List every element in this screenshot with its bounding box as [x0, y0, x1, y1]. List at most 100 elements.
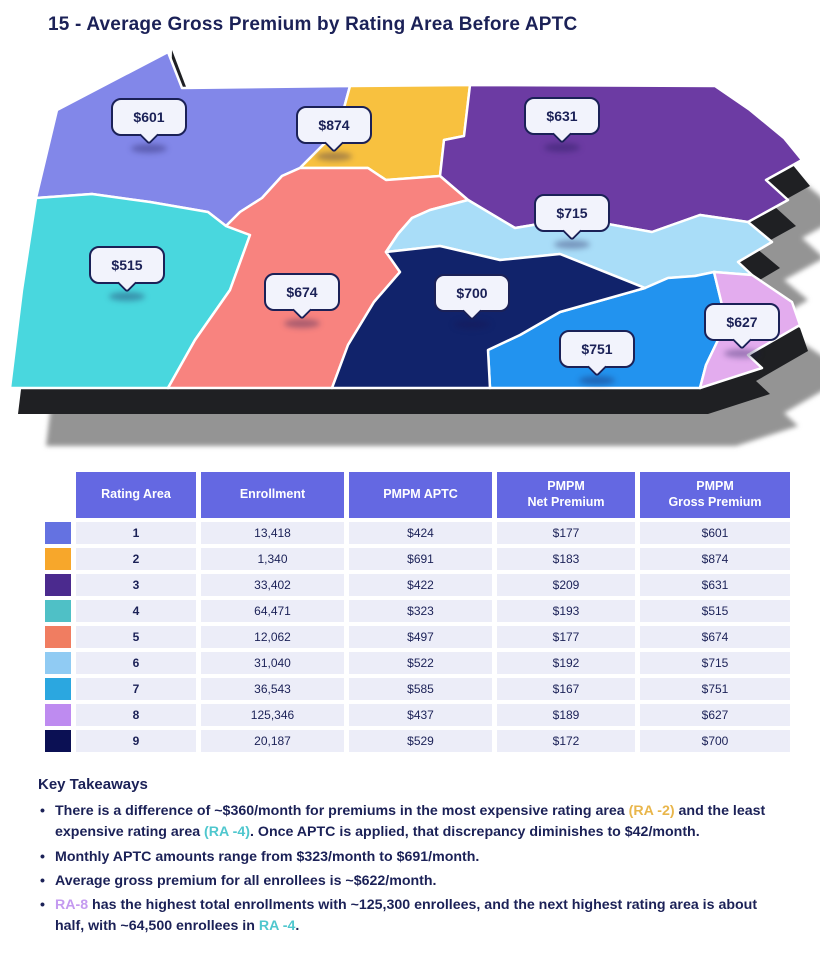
row-color-swatch: [45, 600, 71, 622]
takeaway-ra4-ref: RA -4: [258, 918, 296, 935]
cell-rating-area: 1: [76, 522, 196, 544]
cell-net-premium: $172: [497, 730, 635, 752]
takeaway-text: .: [295, 918, 300, 935]
header-gross-premium: PMPM Gross Premium: [640, 472, 790, 518]
takeaway-text: There is a difference of ~$360/month for…: [55, 803, 629, 819]
cell-rating-area: 8: [76, 704, 196, 726]
cell-gross-premium: $874: [640, 548, 790, 570]
cell-rating-area: 9: [76, 730, 196, 752]
callout-price: $631: [546, 108, 578, 124]
cell-pmpm-aptc: $424: [349, 522, 492, 544]
rating-area-table: Rating Area Enrollment PMPM APTC PMPM Ne…: [45, 472, 790, 752]
cell-pmpm-aptc: $529: [349, 730, 492, 752]
cell-net-premium: $177: [497, 522, 635, 544]
cell-enrollment: 13,418: [201, 522, 344, 544]
cell-pmpm-aptc: $437: [349, 704, 492, 726]
map-svg: [8, 50, 820, 446]
cell-enrollment: 31,040: [201, 652, 344, 674]
row-color-swatch: [45, 652, 71, 674]
cell-net-premium: $192: [497, 652, 635, 674]
table-row: 8 125,346 $437 $189 $627: [45, 704, 790, 726]
cell-pmpm-aptc: $422: [349, 574, 492, 596]
table-row: 3 33,402 $422 $209 $631: [45, 574, 790, 596]
takeaway-text: Average gross premium for all enrollees …: [55, 872, 437, 889]
header-pmpm-aptc: PMPM APTC: [349, 472, 492, 518]
cell-pmpm-aptc: $585: [349, 678, 492, 700]
map-callout-area8: $627: [704, 303, 780, 341]
header-net-premium: PMPM Net Premium: [497, 472, 635, 518]
key-takeaways-heading: Key Takeaways: [38, 776, 148, 793]
cell-gross-premium: $700: [640, 730, 790, 752]
map-callout-area9: $700: [434, 274, 510, 312]
map-callout-area1: $601: [111, 98, 187, 136]
cell-net-premium: $183: [497, 548, 635, 570]
cell-rating-area: 5: [76, 626, 196, 648]
cell-net-premium: $209: [497, 574, 635, 596]
key-takeaways-list: There is a difference of ~$360/month for…: [38, 801, 790, 938]
header-rating-area: Rating Area: [76, 472, 196, 518]
callout-price: $700: [456, 285, 488, 301]
cell-net-premium: $177: [497, 626, 635, 648]
row-color-swatch: [45, 704, 71, 726]
row-color-swatch: [45, 678, 71, 700]
header-enrollment: Enrollment: [201, 472, 344, 518]
map-callout-area4: $515: [89, 246, 165, 284]
cell-rating-area: 3: [76, 574, 196, 596]
cell-enrollment: 125,346: [201, 704, 344, 726]
cell-enrollment: 12,062: [201, 626, 344, 648]
callout-price: $874: [318, 117, 350, 133]
callout-price: $515: [111, 257, 143, 273]
callout-price: $627: [726, 314, 758, 330]
callout-price: $715: [556, 205, 588, 221]
header-spacer: [45, 472, 71, 518]
cell-rating-area: 4: [76, 600, 196, 622]
cell-pmpm-aptc: $522: [349, 652, 492, 674]
table-row: 1 13,418 $424 $177 $601: [45, 522, 790, 544]
cell-rating-area: 6: [76, 652, 196, 674]
cell-gross-premium: $627: [640, 704, 790, 726]
row-color-swatch: [45, 522, 71, 544]
cell-rating-area: 2: [76, 548, 196, 570]
cell-gross-premium: $715: [640, 652, 790, 674]
map-callout-area6: $715: [534, 194, 610, 232]
cell-gross-premium: $674: [640, 626, 790, 648]
table-row: 6 31,040 $522 $192 $715: [45, 652, 790, 674]
cell-net-premium: $167: [497, 678, 635, 700]
map-callout-area7: $751: [559, 330, 635, 368]
takeaway-ra8-ref: RA-8: [55, 897, 89, 914]
cell-enrollment: 33,402: [201, 574, 344, 596]
table-row: 2 1,340 $691 $183 $874: [45, 548, 790, 570]
takeaway-item: Monthly APTC amounts range from $323/mon…: [38, 847, 790, 869]
takeaway-ra4-ref: (RA -4): [204, 824, 251, 841]
row-color-swatch: [45, 626, 71, 648]
cell-enrollment: 36,543: [201, 678, 344, 700]
key-takeaways-section: Key Takeaways There is a difference of ~…: [38, 776, 790, 941]
row-color-swatch: [45, 730, 71, 752]
map-region-3: [438, 83, 804, 234]
cell-enrollment: 64,471: [201, 600, 344, 622]
cell-gross-premium: $601: [640, 522, 790, 544]
takeaway-text: and the least expensive rating area: [55, 803, 766, 841]
map-callout-area3: $631: [524, 97, 600, 135]
callout-price: $674: [286, 284, 318, 300]
takeaway-item: There is a difference of ~$360/month for…: [38, 801, 790, 844]
table-row: 7 36,543 $585 $167 $751: [45, 678, 790, 700]
map-callout-area5: $674: [264, 273, 340, 311]
cell-net-premium: $189: [497, 704, 635, 726]
table-row: 9 20,187 $529 $172 $700: [45, 730, 790, 752]
takeaway-ra2-ref: (RA -2): [628, 803, 675, 819]
cell-pmpm-aptc: $497: [349, 626, 492, 648]
cell-rating-area: 7: [76, 678, 196, 700]
page-title: 15 - Average Gross Premium by Rating Are…: [48, 14, 578, 35]
cell-gross-premium: $515: [640, 600, 790, 622]
table-row: 5 12,062 $497 $177 $674: [45, 626, 790, 648]
takeaway-item: Average gross premium for all enrollees …: [38, 871, 790, 893]
takeaway-text: Monthly APTC amounts range from $323/mon…: [55, 848, 480, 865]
table-row: 4 64,471 $323 $193 $515: [45, 600, 790, 622]
cell-gross-premium: $751: [640, 678, 790, 700]
cell-enrollment: 20,187: [201, 730, 344, 752]
row-color-swatch: [45, 574, 71, 596]
map-region-9: [330, 244, 647, 390]
cell-pmpm-aptc: $691: [349, 548, 492, 570]
callout-price: $601: [133, 109, 165, 125]
